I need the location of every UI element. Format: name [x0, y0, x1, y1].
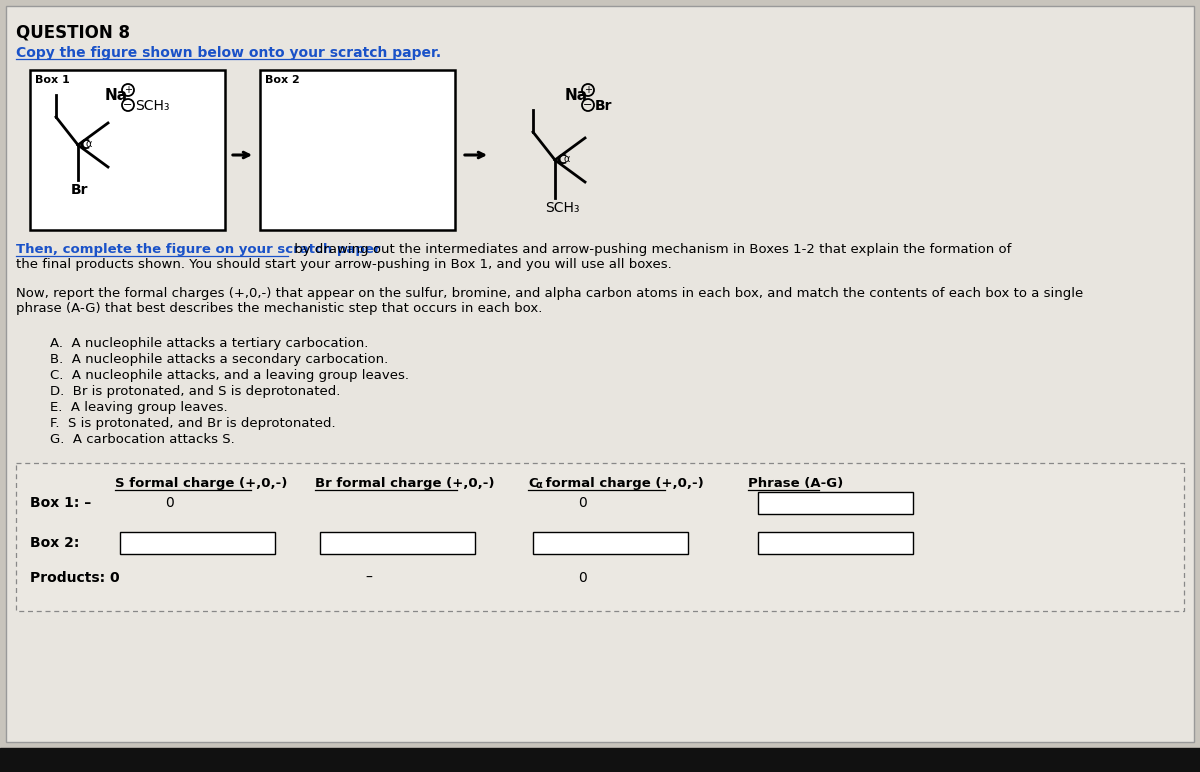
- Text: C: C: [556, 153, 566, 167]
- Text: G.  A carbocation attacks S.: G. A carbocation attacks S.: [50, 433, 235, 446]
- Text: D.  Br is protonated, and S is deprotonated.: D. Br is protonated, and S is deprotonat…: [50, 385, 341, 398]
- Text: C.  A nucleophile attacks, and a leaving group leaves.: C. A nucleophile attacks, and a leaving …: [50, 369, 409, 382]
- Text: Copy the figure shown below onto your scratch paper.: Copy the figure shown below onto your sc…: [16, 46, 442, 60]
- Text: α: α: [535, 480, 541, 490]
- Text: 0: 0: [166, 496, 174, 510]
- Bar: [30, 70, 226, 230]
- Bar: [260, 70, 455, 230]
- Text: QUESTION 8: QUESTION 8: [16, 24, 130, 42]
- Text: formal charge (+,0,-): formal charge (+,0,-): [541, 477, 703, 490]
- Text: Na: Na: [106, 88, 128, 103]
- Text: Now, report the formal charges (+,0,-) that appear on the sulfur, bromine, and a: Now, report the formal charges (+,0,-) t…: [16, 287, 1084, 300]
- Bar: [120, 532, 275, 554]
- Bar: [758, 492, 913, 514]
- Text: SCH₃: SCH₃: [134, 99, 169, 113]
- Bar: [758, 532, 913, 554]
- Text: α: α: [86, 139, 92, 149]
- Bar: [533, 532, 688, 554]
- Text: −: −: [124, 100, 133, 110]
- Bar: [0, 748, 1200, 772]
- Text: S formal charge (+,0,-): S formal charge (+,0,-): [115, 477, 287, 490]
- Text: –: –: [365, 571, 372, 585]
- Text: by drawing out the intermediates and arrow-pushing mechanism in Boxes 1-2 that e: by drawing out the intermediates and arr…: [290, 243, 1012, 256]
- Text: Phrase (A-G): Phrase (A-G): [748, 477, 844, 490]
- Text: −: −: [583, 100, 593, 110]
- Text: Na: Na: [565, 88, 588, 103]
- Text: the final products shown. You should start your arrow-pushing in Box 1, and you : the final products shown. You should sta…: [16, 258, 672, 271]
- Bar: [16, 463, 1184, 611]
- Text: α: α: [563, 154, 569, 164]
- Text: Box 2: Box 2: [265, 75, 300, 85]
- Text: C: C: [528, 477, 538, 490]
- Bar: [320, 532, 475, 554]
- Text: phrase (A-G) that best describes the mechanistic step that occurs in each box.: phrase (A-G) that best describes the mec…: [16, 302, 542, 315]
- Text: +: +: [584, 85, 592, 95]
- Text: Br: Br: [71, 183, 89, 197]
- Text: Box 1: –: Box 1: –: [30, 496, 91, 510]
- Text: Box 1: Box 1: [35, 75, 70, 85]
- Text: E.  A leaving group leaves.: E. A leaving group leaves.: [50, 401, 228, 414]
- Text: 0: 0: [578, 571, 587, 585]
- Text: +: +: [124, 85, 132, 95]
- Text: Box 2:: Box 2:: [30, 536, 79, 550]
- Text: F.  S is protonated, and Br is deprotonated.: F. S is protonated, and Br is deprotonat…: [50, 417, 336, 430]
- Text: Br formal charge (+,0,-): Br formal charge (+,0,-): [314, 477, 494, 490]
- Text: SCH₃: SCH₃: [545, 201, 580, 215]
- Text: A.  A nucleophile attacks a tertiary carbocation.: A. A nucleophile attacks a tertiary carb…: [50, 337, 368, 350]
- Text: Br: Br: [595, 99, 612, 113]
- Text: 0: 0: [578, 496, 587, 510]
- Text: B.  A nucleophile attacks a secondary carbocation.: B. A nucleophile attacks a secondary car…: [50, 353, 389, 366]
- Text: Then, complete the figure on your scratch paper: Then, complete the figure on your scratc…: [16, 243, 380, 256]
- Text: C: C: [79, 138, 89, 152]
- Text: Products: 0: Products: 0: [30, 571, 120, 585]
